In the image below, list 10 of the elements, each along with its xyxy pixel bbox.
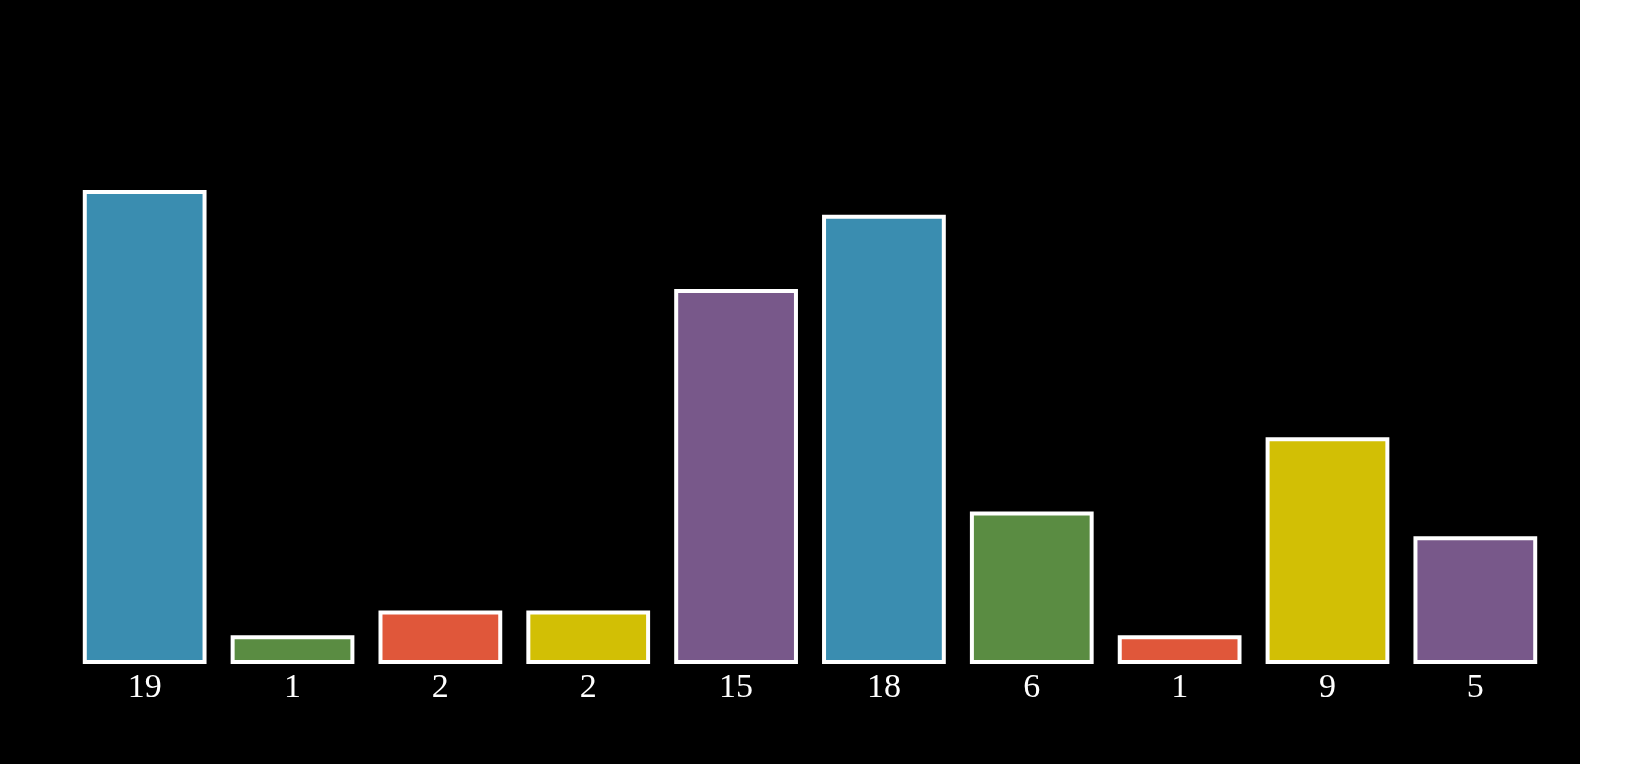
- data-label: 1: [1171, 667, 1189, 704]
- data-label: 15: [719, 667, 754, 704]
- data-label: 2: [579, 667, 597, 704]
- data-label: 6: [1023, 667, 1041, 704]
- data-label: 1: [284, 667, 302, 704]
- data-label: 5: [1466, 667, 1484, 704]
- data-label: 19: [127, 667, 162, 704]
- data-label: 9: [1318, 667, 1336, 704]
- data-label: 2: [431, 667, 449, 704]
- data-label: 18: [866, 667, 901, 704]
